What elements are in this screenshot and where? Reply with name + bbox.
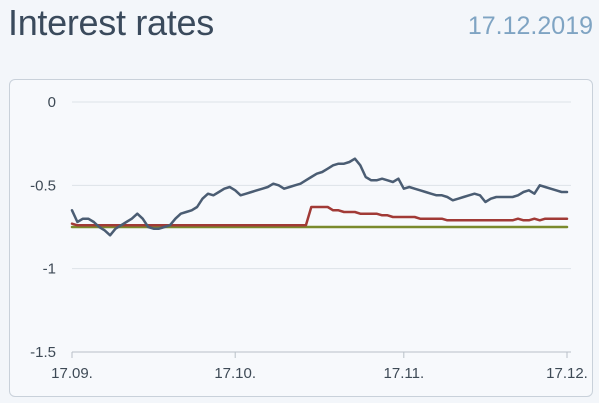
series-line-1 bbox=[70, 157, 569, 237]
series-lines bbox=[70, 157, 569, 237]
x-tick-label: 17.12. bbox=[546, 365, 588, 382]
y-tick-labels: 0 -0.5 -1 -1.5 bbox=[30, 94, 56, 361]
y-tick-label: -0.5 bbox=[30, 177, 56, 194]
page-title: Interest rates bbox=[8, 2, 214, 43]
date-label: 17.12.2019 bbox=[467, 12, 593, 40]
x-tick-labels: 17.09. 17.10. 17.11. 17.12. bbox=[51, 365, 588, 382]
x-tick-label: 17.09. bbox=[51, 365, 93, 382]
x-axis bbox=[71, 351, 571, 358]
y-tick-label: -1 bbox=[43, 261, 56, 278]
series-line-2 bbox=[70, 205, 569, 227]
chart-panel: 0 -0.5 -1 -1.5 17.09. 17.10. 17.11. 17.12. bbox=[9, 79, 593, 397]
y-tick-label: 0 bbox=[48, 94, 56, 111]
interest-rate-chart: 0 -0.5 -1 -1.5 17.09. 17.10. 17.11. 17.12. bbox=[30, 94, 588, 382]
x-tick-label: 17.10. bbox=[214, 365, 256, 382]
y-tick-label: -1.5 bbox=[30, 344, 56, 361]
x-tick-label: 17.11. bbox=[384, 365, 425, 382]
